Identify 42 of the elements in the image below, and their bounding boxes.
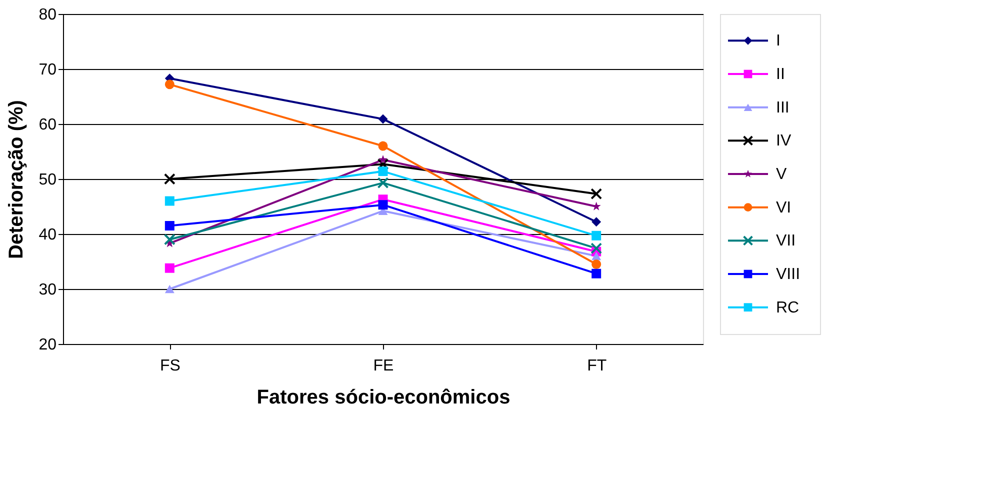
legend-label: III xyxy=(776,99,790,116)
point xyxy=(378,114,388,124)
y-tick-label: 20 xyxy=(38,336,57,354)
legend-label: II xyxy=(776,66,785,83)
x-tick-label: FS xyxy=(160,358,180,374)
x-axis-title: Fatores sócio-econômicos xyxy=(256,386,510,408)
point xyxy=(592,230,602,240)
point xyxy=(164,221,174,230)
point xyxy=(164,196,174,206)
legend-label: VI xyxy=(776,199,792,216)
y-tick-label: 60 xyxy=(38,116,57,134)
point xyxy=(377,177,389,189)
y-axis-title: Deterioração (%) xyxy=(6,100,28,259)
y-tick-label: 70 xyxy=(38,62,57,78)
legend-label: RC xyxy=(776,299,800,316)
legend-label: I xyxy=(776,32,780,50)
point xyxy=(378,166,388,176)
x-tick-label: FE xyxy=(373,358,394,374)
point xyxy=(378,155,388,164)
x-tick-label: FT xyxy=(587,358,607,374)
legend-label: V xyxy=(776,166,787,183)
legend-label: IV xyxy=(776,132,792,150)
point xyxy=(378,141,388,151)
point xyxy=(590,188,602,200)
point xyxy=(164,80,174,90)
y-tick-label: 50 xyxy=(38,172,57,188)
y-tick-label: 80 xyxy=(38,6,57,24)
point xyxy=(592,252,602,260)
y-tick-label: 40 xyxy=(38,226,57,244)
point xyxy=(592,260,602,269)
legend-label: VIII xyxy=(776,266,800,283)
legend-label: VII xyxy=(776,232,796,250)
point xyxy=(164,173,176,185)
point xyxy=(592,268,602,278)
point xyxy=(164,284,174,294)
point xyxy=(592,217,602,227)
point xyxy=(164,263,174,273)
point xyxy=(590,242,602,254)
point xyxy=(378,200,388,210)
y-tick-label: 30 xyxy=(38,282,57,298)
point xyxy=(377,158,389,170)
point xyxy=(164,234,176,246)
